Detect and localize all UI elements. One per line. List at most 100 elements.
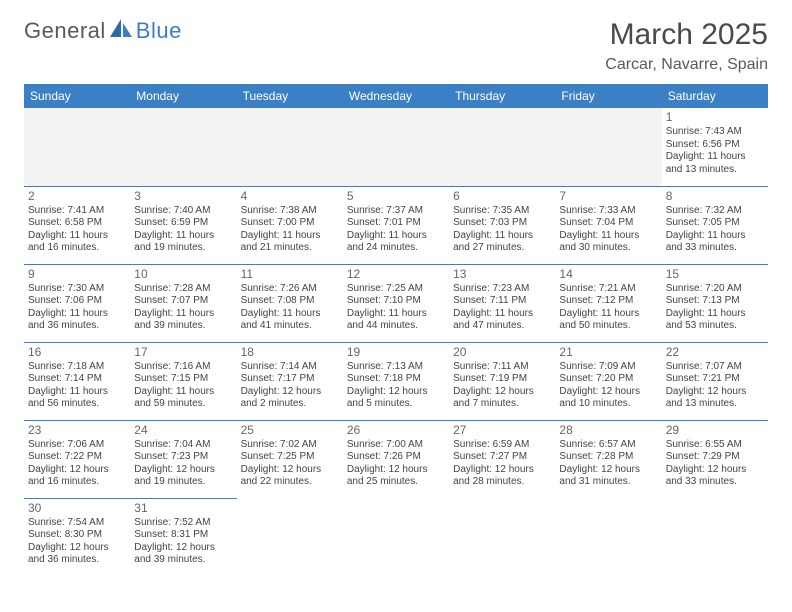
sunrise-line: Sunrise: 7:26 AM — [241, 283, 339, 296]
day-number: 18 — [241, 345, 339, 360]
sunrise-line: Sunrise: 7:00 AM — [347, 439, 445, 452]
title-block: March 2025 Carcar, Navarre, Spain — [605, 18, 768, 74]
sunrise-line: Sunrise: 7:06 AM — [28, 439, 126, 452]
day-number: 29 — [666, 423, 764, 438]
day-cell: 24Sunrise: 7:04 AMSunset: 7:23 PMDayligh… — [130, 420, 236, 498]
day-cell: 5Sunrise: 7:37 AMSunset: 7:01 PMDaylight… — [343, 186, 449, 264]
day-number: 3 — [134, 189, 232, 204]
daylight-line: Daylight: 11 hours and 19 minutes. — [134, 230, 232, 255]
calendar-table: Sunday Monday Tuesday Wednesday Thursday… — [24, 84, 768, 576]
sunrise-line: Sunrise: 7:02 AM — [241, 439, 339, 452]
col-thu: Thursday — [449, 84, 555, 108]
day-cell: 3Sunrise: 7:40 AMSunset: 6:59 PMDaylight… — [130, 186, 236, 264]
daylight-line: Daylight: 12 hours and 7 minutes. — [453, 386, 551, 411]
daylight-line: Daylight: 11 hours and 24 minutes. — [347, 230, 445, 255]
day-number: 20 — [453, 345, 551, 360]
day-cell — [237, 108, 343, 186]
day-number: 26 — [347, 423, 445, 438]
sunrise-line: Sunrise: 7:33 AM — [559, 205, 657, 218]
day-number: 15 — [666, 267, 764, 282]
day-number: 5 — [347, 189, 445, 204]
daylight-line: Daylight: 12 hours and 31 minutes. — [559, 464, 657, 489]
sunrise-line: Sunrise: 7:23 AM — [453, 283, 551, 296]
daylight-line: Daylight: 12 hours and 19 minutes. — [134, 464, 232, 489]
daylight-line: Daylight: 12 hours and 39 minutes. — [134, 542, 232, 567]
daylight-line: Daylight: 12 hours and 25 minutes. — [347, 464, 445, 489]
daylight-line: Daylight: 11 hours and 21 minutes. — [241, 230, 339, 255]
month-title: March 2025 — [605, 18, 768, 52]
daylight-line: Daylight: 11 hours and 33 minutes. — [666, 230, 764, 255]
daylight-line: Daylight: 12 hours and 5 minutes. — [347, 386, 445, 411]
day-number: 25 — [241, 423, 339, 438]
week-row: 1Sunrise: 7:43 AMSunset: 6:56 PMDaylight… — [24, 108, 768, 186]
sunset-line: Sunset: 7:05 PM — [666, 217, 764, 230]
day-number: 1 — [666, 110, 764, 125]
day-number: 24 — [134, 423, 232, 438]
day-number: 13 — [453, 267, 551, 282]
day-number: 19 — [347, 345, 445, 360]
day-number: 9 — [28, 267, 126, 282]
sunset-line: Sunset: 7:04 PM — [559, 217, 657, 230]
sunset-line: Sunset: 8:31 PM — [134, 529, 232, 542]
day-number: 6 — [453, 189, 551, 204]
sunset-line: Sunset: 7:11 PM — [453, 295, 551, 308]
sunset-line: Sunset: 7:03 PM — [453, 217, 551, 230]
day-number: 11 — [241, 267, 339, 282]
sunrise-line: Sunrise: 6:57 AM — [559, 439, 657, 452]
day-cell: 11Sunrise: 7:26 AMSunset: 7:08 PMDayligh… — [237, 264, 343, 342]
sunrise-line: Sunrise: 7:21 AM — [559, 283, 657, 296]
daylight-line: Daylight: 12 hours and 33 minutes. — [666, 464, 764, 489]
day-number: 27 — [453, 423, 551, 438]
day-cell: 14Sunrise: 7:21 AMSunset: 7:12 PMDayligh… — [555, 264, 661, 342]
day-number: 14 — [559, 267, 657, 282]
col-fri: Friday — [555, 84, 661, 108]
sunrise-line: Sunrise: 7:54 AM — [28, 517, 126, 530]
day-number: 22 — [666, 345, 764, 360]
sunset-line: Sunset: 7:14 PM — [28, 373, 126, 386]
day-cell: 31Sunrise: 7:52 AMSunset: 8:31 PMDayligh… — [130, 498, 236, 576]
day-cell — [662, 498, 768, 576]
calendar-body: 1Sunrise: 7:43 AMSunset: 6:56 PMDaylight… — [24, 108, 768, 576]
sunset-line: Sunset: 6:59 PM — [134, 217, 232, 230]
day-number: 4 — [241, 189, 339, 204]
col-wed: Wednesday — [343, 84, 449, 108]
sunset-line: Sunset: 7:21 PM — [666, 373, 764, 386]
sunset-line: Sunset: 7:13 PM — [666, 295, 764, 308]
day-cell: 7Sunrise: 7:33 AMSunset: 7:04 PMDaylight… — [555, 186, 661, 264]
week-row: 23Sunrise: 7:06 AMSunset: 7:22 PMDayligh… — [24, 420, 768, 498]
daylight-line: Daylight: 12 hours and 10 minutes. — [559, 386, 657, 411]
sunset-line: Sunset: 7:00 PM — [241, 217, 339, 230]
daylight-line: Daylight: 11 hours and 44 minutes. — [347, 308, 445, 333]
sunset-line: Sunset: 7:26 PM — [347, 451, 445, 464]
week-row: 9Sunrise: 7:30 AMSunset: 7:06 PMDaylight… — [24, 264, 768, 342]
daylight-line: Daylight: 11 hours and 41 minutes. — [241, 308, 339, 333]
day-cell: 16Sunrise: 7:18 AMSunset: 7:14 PMDayligh… — [24, 342, 130, 420]
day-cell: 13Sunrise: 7:23 AMSunset: 7:11 PMDayligh… — [449, 264, 555, 342]
day-cell: 1Sunrise: 7:43 AMSunset: 6:56 PMDaylight… — [662, 108, 768, 186]
sunrise-line: Sunrise: 7:25 AM — [347, 283, 445, 296]
col-sun: Sunday — [24, 84, 130, 108]
day-cell — [130, 108, 236, 186]
sunrise-line: Sunrise: 6:55 AM — [666, 439, 764, 452]
sunrise-line: Sunrise: 7:32 AM — [666, 205, 764, 218]
daylight-line: Daylight: 11 hours and 39 minutes. — [134, 308, 232, 333]
sunrise-line: Sunrise: 7:28 AM — [134, 283, 232, 296]
day-cell: 6Sunrise: 7:35 AMSunset: 7:03 PMDaylight… — [449, 186, 555, 264]
sunrise-line: Sunrise: 7:13 AM — [347, 361, 445, 374]
sunrise-line: Sunrise: 6:59 AM — [453, 439, 551, 452]
daylight-line: Daylight: 11 hours and 50 minutes. — [559, 308, 657, 333]
day-cell — [24, 108, 130, 186]
sunrise-line: Sunrise: 7:35 AM — [453, 205, 551, 218]
day-cell: 10Sunrise: 7:28 AMSunset: 7:07 PMDayligh… — [130, 264, 236, 342]
sunset-line: Sunset: 7:01 PM — [347, 217, 445, 230]
sunset-line: Sunset: 6:56 PM — [666, 139, 764, 152]
day-number: 23 — [28, 423, 126, 438]
day-cell — [555, 108, 661, 186]
sunset-line: Sunset: 6:58 PM — [28, 217, 126, 230]
day-cell: 19Sunrise: 7:13 AMSunset: 7:18 PMDayligh… — [343, 342, 449, 420]
day-cell: 15Sunrise: 7:20 AMSunset: 7:13 PMDayligh… — [662, 264, 768, 342]
daylight-line: Daylight: 12 hours and 16 minutes. — [28, 464, 126, 489]
daylight-line: Daylight: 12 hours and 2 minutes. — [241, 386, 339, 411]
daylight-line: Daylight: 11 hours and 13 minutes. — [666, 151, 764, 176]
day-cell: 23Sunrise: 7:06 AMSunset: 7:22 PMDayligh… — [24, 420, 130, 498]
